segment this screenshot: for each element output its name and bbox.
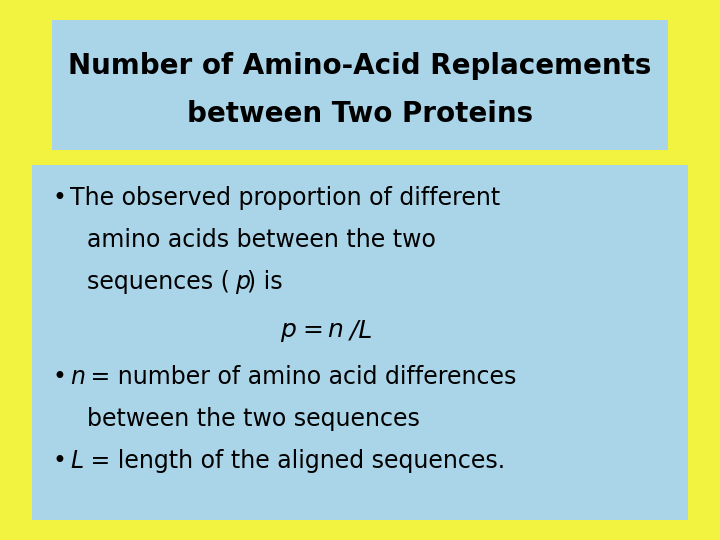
Text: L: L [70, 449, 83, 473]
Text: •: • [52, 186, 66, 210]
Text: = number of amino acid differences: = number of amino acid differences [83, 365, 516, 389]
Text: The observed proportion of different: The observed proportion of different [70, 186, 500, 210]
Text: between the two sequences: between the two sequences [87, 407, 420, 431]
Text: = length of the aligned sequences.: = length of the aligned sequences. [83, 449, 505, 473]
Text: /L: /L [342, 318, 372, 342]
Text: p: p [280, 318, 296, 342]
Text: n: n [327, 318, 343, 342]
FancyBboxPatch shape [52, 20, 668, 150]
Text: =: = [295, 318, 332, 342]
Text: ) is: ) is [247, 270, 283, 294]
Text: n: n [70, 365, 85, 389]
Text: p: p [235, 270, 250, 294]
Text: •: • [52, 365, 66, 389]
Text: Number of Amino-Acid Replacements: Number of Amino-Acid Replacements [68, 51, 652, 79]
Text: sequences (: sequences ( [87, 270, 230, 294]
Text: amino acids between the two: amino acids between the two [87, 228, 436, 252]
FancyBboxPatch shape [32, 165, 688, 520]
Text: between Two Proteins: between Two Proteins [187, 99, 533, 127]
Text: •: • [52, 449, 66, 473]
